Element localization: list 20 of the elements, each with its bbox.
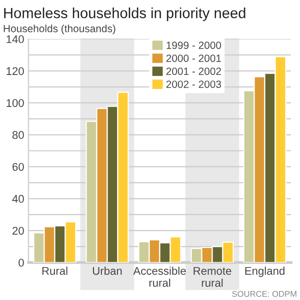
x-tick-label: Urban xyxy=(92,266,122,275)
y-tick-label: 100 xyxy=(6,99,24,107)
legend-label: 2002 - 2003 xyxy=(166,80,222,88)
y-tick-label: 80 xyxy=(12,131,24,139)
legend-label: 2001 - 2002 xyxy=(166,68,221,75)
x-tick-label: England xyxy=(245,266,284,278)
y-axis-title: Households (thousands) xyxy=(4,24,116,34)
y-tick-label: 60 xyxy=(12,162,24,171)
x-tick-label: Accessible rural xyxy=(133,266,186,287)
y-tick-label: 120 xyxy=(6,67,24,76)
chart-title: Homeless households in priority need xyxy=(4,8,246,22)
x-tick-label: Remote rural xyxy=(194,267,232,287)
y-tick-label: 140 xyxy=(6,35,24,44)
legend-label: 2000 - 2001 xyxy=(166,54,221,62)
legend-label: 1999 - 2000 xyxy=(166,42,222,49)
y-tick-label: 40 xyxy=(12,194,24,203)
x-tick-label: Rural xyxy=(42,266,68,275)
y-tick-label: 20 xyxy=(12,226,24,235)
source-note: SOURCE: ODPM xyxy=(232,290,296,297)
y-tick-label: 0 xyxy=(18,258,24,267)
